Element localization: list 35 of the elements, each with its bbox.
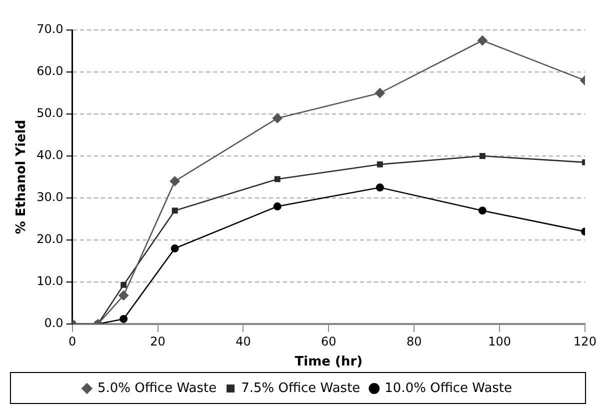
point	[376, 184, 384, 192]
x-tick-label: 60	[321, 334, 336, 348]
point	[479, 153, 486, 159]
y-tick-label: 60.0	[36, 64, 64, 78]
point	[172, 208, 178, 214]
x-tick-label: 120	[574, 334, 596, 348]
point	[478, 206, 486, 215]
legend-label: 7.5% Office Waste	[241, 380, 360, 396]
x-axis-title: Time (hr)	[294, 354, 363, 370]
x-tick-label: 80	[406, 334, 422, 348]
point	[170, 176, 180, 186]
point	[376, 161, 383, 168]
y-tick-label: 70.0	[36, 22, 64, 36]
y-axis-title: % Ethanol Yield	[14, 120, 30, 234]
y-tick-label: 10.0	[36, 274, 64, 288]
point	[273, 202, 282, 210]
y-tick-label: 0.0	[44, 316, 64, 330]
point	[118, 290, 129, 300]
legend-label: 5.0% Office Waste	[97, 380, 217, 396]
point	[274, 176, 280, 182]
x-tick-label: 0	[68, 334, 76, 348]
y-tick-label: 30.0	[36, 190, 64, 204]
point	[272, 113, 282, 124]
y-tick-label: 40.0	[36, 148, 64, 162]
x-tick-label: 40	[236, 334, 251, 348]
y-tick-label: 50.0	[36, 106, 64, 120]
point	[170, 244, 179, 252]
point	[120, 282, 127, 288]
point	[477, 36, 488, 46]
point	[374, 88, 385, 98]
y-tick-label: 20.0	[36, 232, 64, 246]
x-tick-label: 20	[150, 334, 166, 348]
x-tick-label: 100	[488, 334, 512, 348]
point	[120, 314, 128, 323]
legend-label: 10.0% Office Waste	[384, 380, 512, 396]
